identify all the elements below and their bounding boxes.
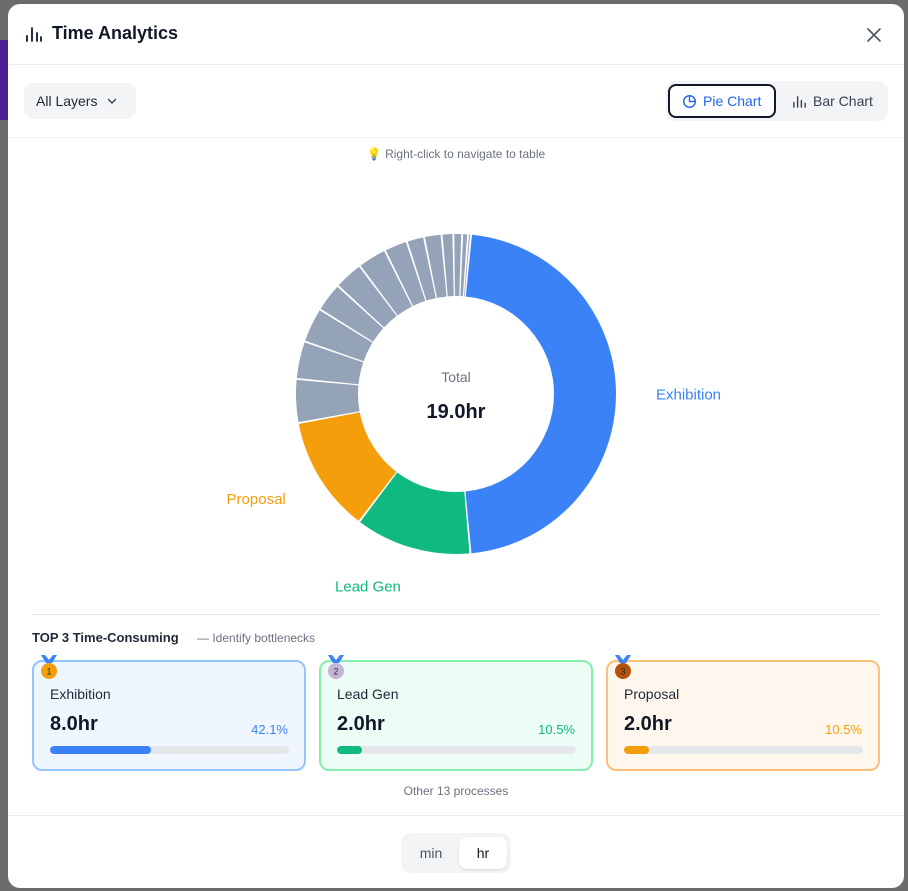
pie-slice-other-14[interactable] (460, 234, 468, 297)
svg-text:3: 3 (620, 667, 625, 677)
unit-min-button[interactable]: min (419, 845, 443, 861)
top3-title: TOP 3 Time-Consuming (32, 630, 179, 645)
pie-slice-exhibition[interactable] (465, 234, 616, 554)
slice-label-lead-gen: Lead Gen (335, 578, 401, 595)
card-name: Proposal (624, 686, 680, 702)
layers-label: All Layers (36, 93, 98, 109)
pie-slice-other-11[interactable] (424, 234, 447, 298)
svg-text:1: 1 (46, 667, 51, 677)
medal-icon: 3 (615, 655, 631, 679)
top3-card-proposal[interactable]: 3 Proposal 2.0hr 10.5% (606, 655, 880, 771)
pie-slice-other-15[interactable] (464, 234, 471, 297)
unit-hr-button[interactable]: hr (459, 837, 507, 869)
pie-slice-proposal[interactable] (298, 412, 397, 521)
pie-slice-lead-gen[interactable] (360, 472, 470, 554)
pie-slice-other-8[interactable] (360, 251, 412, 316)
progress-track (337, 746, 576, 754)
hint-text: 💡 Right-click to navigate to table (8, 147, 904, 161)
lightbulb-icon: 💡 (366, 147, 382, 161)
unit-toggle: min hr (401, 833, 511, 873)
pie-chart-button[interactable]: Pie Chart (668, 84, 776, 118)
bar-chart-label: Bar Chart (813, 93, 873, 109)
modal-header: Time Analytics (8, 4, 904, 65)
top3-subtitle: — Identify bottlenecks (197, 631, 316, 645)
slice-label-proposal: Proposal (227, 491, 286, 508)
pie-chart-label: Pie Chart (703, 93, 762, 109)
card-value: 2.0hr (337, 713, 385, 735)
toolbar: All Layers Pie Chart Bar Chart (8, 65, 904, 138)
hint-label: Right-click to navigate to table (385, 147, 546, 161)
card-value: 2.0hr (624, 713, 672, 735)
progress-track (50, 746, 289, 754)
pie-slice-other-10[interactable] (407, 237, 436, 301)
donut-chart: Exhibition Lead Gen Proposal Total 19.0hr (227, 234, 721, 595)
pie-slice-other-9[interactable] (385, 242, 426, 306)
pie-slice-other-6[interactable] (320, 286, 384, 342)
medal-icon: 1 (41, 655, 57, 679)
chart-type-toggle: Pie Chart Bar Chart (666, 81, 888, 121)
backdrop-accent (0, 40, 10, 120)
bar-chart-icon (26, 27, 42, 42)
all-layers-dropdown[interactable]: All Layers (24, 83, 136, 119)
chevron-down-icon (108, 98, 117, 104)
modal-title: Time Analytics (52, 23, 179, 43)
card-name: Lead Gen (337, 686, 399, 702)
progress-track (624, 746, 863, 754)
progress-fill (50, 746, 151, 754)
bar-chart-icon (793, 95, 806, 108)
pie-slice-other-5[interactable] (305, 310, 373, 362)
progress-fill (624, 746, 650, 754)
modal-footer: min hr (8, 815, 904, 888)
bar-chart-button[interactable]: Bar Chart (780, 84, 886, 118)
card-value: 8.0hr (50, 713, 98, 735)
chart-center-value: 19.0hr (427, 401, 486, 423)
card-percent: 10.5% (825, 722, 862, 737)
pie-slice-other-7[interactable] (338, 266, 397, 328)
progress-fill (337, 746, 363, 754)
pie-slice-other-3[interactable] (296, 379, 360, 423)
pie-chart-icon (682, 94, 697, 108)
section-divider (32, 614, 880, 615)
pie-slice-other-4[interactable] (296, 342, 364, 385)
top3-card-exhibition[interactable]: 1 Exhibition 8.0hr 42.1% (32, 655, 306, 771)
time-analytics-modal: Time Analytics All Layers Pie Chart (8, 4, 904, 888)
other-processes-link[interactable]: Other 13 processes (403, 784, 509, 798)
card-name: Exhibition (50, 686, 111, 702)
medal-icon: 2 (328, 655, 344, 679)
slice-label-exhibition: Exhibition (656, 386, 721, 403)
top3-card-lead-gen[interactable]: 2 Lead Gen 2.0hr 10.5% (319, 655, 593, 771)
svg-text:2: 2 (333, 667, 338, 677)
card-percent: 10.5% (538, 722, 575, 737)
pie-slice-other-13[interactable] (454, 234, 462, 297)
close-icon[interactable] (863, 24, 885, 46)
card-percent: 42.1% (251, 722, 288, 737)
pie-slice-other-12[interactable] (442, 234, 454, 297)
chart-center-label: Total (441, 369, 471, 385)
